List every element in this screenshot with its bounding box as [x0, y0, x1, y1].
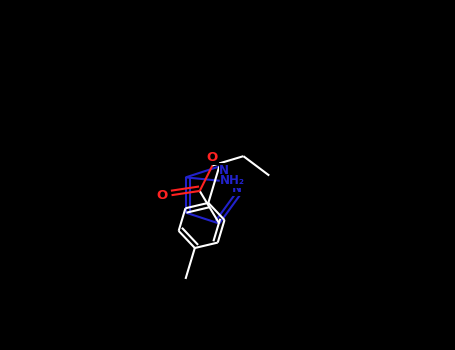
Text: N: N [219, 164, 229, 177]
Text: N: N [232, 182, 242, 196]
Text: NH₂: NH₂ [220, 174, 245, 187]
Text: O: O [207, 151, 218, 164]
Text: O: O [156, 189, 167, 202]
